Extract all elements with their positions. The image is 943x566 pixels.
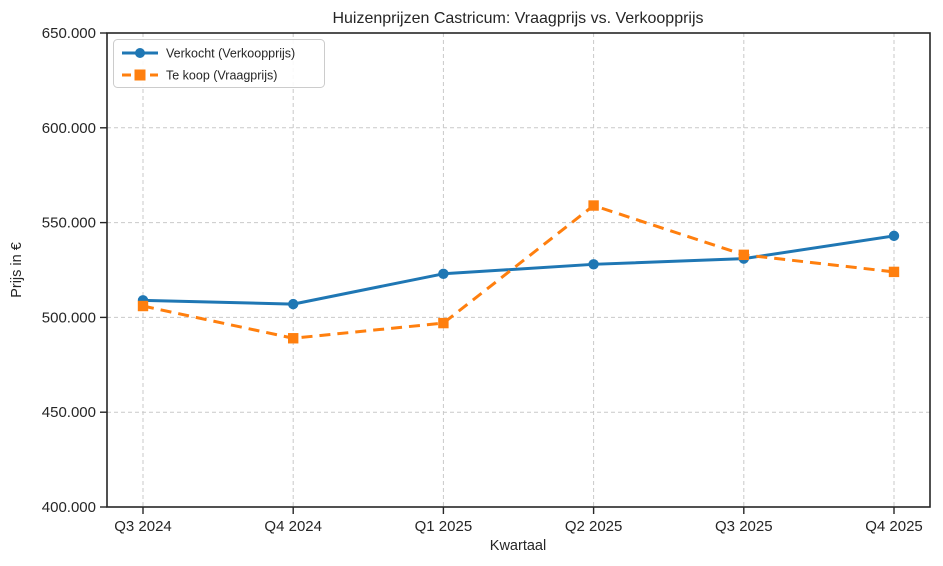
grid-layer	[107, 33, 930, 507]
legend-item-verkocht: Verkocht (Verkoopprijs)	[122, 47, 295, 61]
x-tick-label: Q3 2025	[715, 518, 773, 535]
y-tick-label: 400.000	[42, 499, 96, 516]
x-axis-label: Kwartaal	[490, 538, 546, 554]
data-point-1-3	[588, 200, 599, 211]
x-tick-label: Q4 2025	[865, 518, 923, 535]
y-tick-label: 600.000	[42, 120, 96, 137]
chart-title: Huizenprijzen Castricum: Vraagprijs vs. …	[332, 10, 703, 27]
x-tick-label: Q4 2024	[264, 518, 322, 535]
y-tick-label: 650.000	[42, 25, 96, 42]
data-point-1-4	[738, 249, 749, 261]
ticks-layer: 400.000 450.000 500.000 550.000 600.000 650.0…	[42, 25, 923, 535]
series-layer	[137, 200, 900, 344]
legend-box	[113, 39, 325, 88]
data-point-0-2	[438, 268, 449, 279]
data-point-1-1	[288, 333, 299, 344]
legend-marker-square	[134, 69, 146, 81]
series-line-0	[141, 234, 896, 306]
y-tick-label: 500.000	[42, 309, 96, 326]
legend-label-tekoop: Te koop (Vraagprijs)	[166, 69, 277, 83]
legend-label-verkocht: Verkocht (Verkoopprijs)	[166, 47, 295, 61]
data-point-1-5	[888, 266, 900, 278]
x-tick-label: Q1 2025	[415, 518, 473, 535]
legend-marker-circle	[135, 48, 145, 58]
data-point-0-5	[888, 230, 900, 242]
data-point-0-3	[588, 259, 599, 270]
data-point-0-1	[288, 298, 299, 310]
legend: Verkocht (Verkoopprijs) Te koop (Vraagpr…	[113, 39, 325, 88]
y-tick-label: 450.000	[42, 404, 96, 421]
series-line-1	[142, 204, 895, 340]
y-axis-label: Prijs in €	[9, 242, 25, 298]
legend-item-tekoop: Te koop (Vraagprijs)	[122, 69, 277, 83]
y-tick-label: 550.000	[42, 215, 96, 232]
data-point-1-0	[137, 300, 149, 312]
plot-frame	[106, 32, 931, 508]
x-tick-label: Q2 2025	[565, 518, 623, 535]
x-tick-label: Q3 2024	[114, 518, 172, 535]
data-point-1-2	[438, 317, 449, 329]
